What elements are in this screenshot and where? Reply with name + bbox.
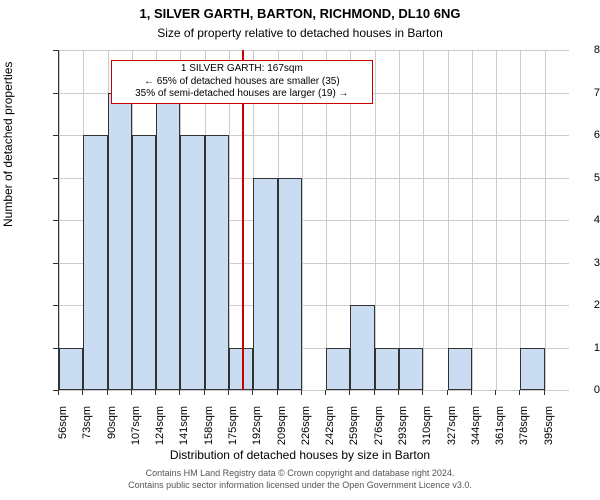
xtick-label: 192sqm bbox=[251, 406, 263, 456]
gridline-v bbox=[545, 50, 546, 390]
annotation-line-2: ← 65% of detached houses are smaller (35… bbox=[116, 76, 368, 89]
gridline-h bbox=[59, 390, 569, 391]
gridline-v bbox=[59, 50, 60, 390]
gridline-v bbox=[520, 50, 521, 390]
histogram-bar bbox=[83, 135, 107, 390]
histogram-bar bbox=[253, 178, 277, 391]
chart-title-sub: Size of property relative to detached ho… bbox=[0, 26, 600, 40]
histogram-bar bbox=[350, 305, 374, 390]
histogram-bar bbox=[448, 348, 472, 391]
xtick-mark bbox=[301, 390, 302, 395]
xtick-mark bbox=[228, 390, 229, 395]
footer-line-2: Contains public sector information licen… bbox=[0, 480, 600, 490]
xtick-label: 124sqm bbox=[154, 406, 166, 456]
ytick-mark bbox=[53, 220, 58, 221]
xtick-mark bbox=[471, 390, 472, 395]
xtick-mark bbox=[374, 390, 375, 395]
ytick-label: 8 bbox=[552, 44, 600, 56]
xtick-mark bbox=[179, 390, 180, 395]
xtick-label: 344sqm bbox=[470, 406, 482, 456]
xtick-label: 175sqm bbox=[227, 406, 239, 456]
xtick-label: 327sqm bbox=[446, 406, 458, 456]
ytick-label: 7 bbox=[552, 87, 600, 99]
xtick-mark bbox=[155, 390, 156, 395]
plot-area: 1 SILVER GARTH: 167sqm← 65% of detached … bbox=[58, 50, 569, 391]
ytick-label: 4 bbox=[552, 214, 600, 226]
ytick-label: 6 bbox=[552, 129, 600, 141]
ytick-label: 2 bbox=[552, 299, 600, 311]
histogram-bar bbox=[399, 348, 423, 391]
ytick-label: 3 bbox=[552, 257, 600, 269]
xtick-mark bbox=[349, 390, 350, 395]
gridline-v bbox=[399, 50, 400, 390]
histogram-bar bbox=[520, 348, 544, 391]
xtick-mark bbox=[325, 390, 326, 395]
xtick-label: 56sqm bbox=[57, 406, 69, 456]
xtick-mark bbox=[82, 390, 83, 395]
xtick-label: 395sqm bbox=[543, 406, 555, 456]
xtick-label: 310sqm bbox=[421, 406, 433, 456]
ytick-mark bbox=[53, 178, 58, 179]
annotation-line-1: 1 SILVER GARTH: 167sqm bbox=[116, 63, 368, 76]
gridline-v bbox=[423, 50, 424, 390]
xtick-mark bbox=[277, 390, 278, 395]
ytick-mark bbox=[53, 93, 58, 94]
xtick-label: 158sqm bbox=[203, 406, 215, 456]
ytick-label: 0 bbox=[552, 384, 600, 396]
annotation-box: 1 SILVER GARTH: 167sqm← 65% of detached … bbox=[111, 60, 373, 104]
ytick-label: 5 bbox=[552, 172, 600, 184]
xtick-label: 209sqm bbox=[276, 406, 288, 456]
xtick-mark bbox=[398, 390, 399, 395]
xtick-label: 73sqm bbox=[81, 406, 93, 456]
xtick-mark bbox=[447, 390, 448, 395]
ytick-mark bbox=[53, 305, 58, 306]
xtick-mark bbox=[131, 390, 132, 395]
histogram-bar bbox=[375, 348, 399, 391]
histogram-bar bbox=[278, 178, 302, 391]
gridline-h bbox=[59, 50, 569, 51]
xtick-mark bbox=[519, 390, 520, 395]
gridline-v bbox=[496, 50, 497, 390]
xtick-label: 107sqm bbox=[130, 406, 142, 456]
histogram-bar bbox=[180, 135, 204, 390]
ytick-mark bbox=[53, 348, 58, 349]
histogram-bar bbox=[205, 135, 229, 390]
xtick-mark bbox=[544, 390, 545, 395]
xtick-mark bbox=[252, 390, 253, 395]
gridline-v bbox=[448, 50, 449, 390]
gridline-v bbox=[375, 50, 376, 390]
histogram-bar bbox=[59, 348, 83, 391]
ytick-mark bbox=[53, 263, 58, 264]
histogram-bar bbox=[156, 93, 180, 391]
xtick-label: 361sqm bbox=[494, 406, 506, 456]
xtick-label: 226sqm bbox=[300, 406, 312, 456]
xtick-mark bbox=[495, 390, 496, 395]
histogram-bar bbox=[108, 93, 132, 391]
xtick-label: 90sqm bbox=[106, 406, 118, 456]
xtick-label: 242sqm bbox=[324, 406, 336, 456]
ytick-mark bbox=[53, 50, 58, 51]
xtick-mark bbox=[204, 390, 205, 395]
xtick-label: 293sqm bbox=[397, 406, 409, 456]
annotation-line-3: 35% of semi-detached houses are larger (… bbox=[116, 88, 368, 101]
xtick-label: 141sqm bbox=[178, 406, 190, 456]
xtick-label: 276sqm bbox=[373, 406, 385, 456]
histogram-bar bbox=[326, 348, 350, 391]
ytick-label: 1 bbox=[552, 342, 600, 354]
xtick-label: 378sqm bbox=[518, 406, 530, 456]
ytick-mark bbox=[53, 135, 58, 136]
xtick-mark bbox=[58, 390, 59, 395]
xtick-mark bbox=[422, 390, 423, 395]
histogram-bar bbox=[132, 135, 156, 390]
y-axis-label: Number of detached properties bbox=[1, 211, 15, 227]
xtick-label: 259sqm bbox=[348, 406, 360, 456]
xtick-mark bbox=[107, 390, 108, 395]
gridline-v bbox=[472, 50, 473, 390]
chart-title-main: 1, SILVER GARTH, BARTON, RICHMOND, DL10 … bbox=[0, 6, 600, 21]
footer-line-1: Contains HM Land Registry data © Crown c… bbox=[0, 468, 600, 478]
